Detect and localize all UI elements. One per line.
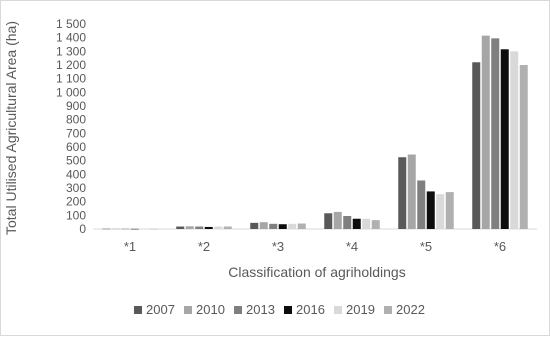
bar-2022-0 bbox=[149, 228, 158, 230]
y-tick-label: 1 000 bbox=[56, 85, 86, 99]
y-tick-label: 1 400 bbox=[56, 31, 86, 45]
bar-2013-5 bbox=[491, 38, 500, 229]
legend-swatch-2019 bbox=[334, 306, 342, 314]
y-tick-label: 500 bbox=[66, 154, 86, 168]
x-axis-title: Classification of agriholdings bbox=[228, 264, 405, 280]
x-tick-label: *2 bbox=[198, 239, 210, 254]
bar-2007-5 bbox=[472, 62, 481, 229]
y-tick-label: 800 bbox=[66, 113, 86, 127]
bar-2007-2 bbox=[250, 222, 259, 229]
x-tick-label: *5 bbox=[420, 239, 432, 254]
legend-swatch-2010 bbox=[184, 306, 192, 314]
legend-label: 2007 bbox=[146, 302, 175, 317]
bar-2016-4 bbox=[426, 191, 435, 229]
bar-2013-4 bbox=[417, 180, 426, 229]
bar-2016-1 bbox=[204, 226, 213, 229]
bar-2007-4 bbox=[398, 157, 407, 229]
y-tick-label: 100 bbox=[66, 208, 86, 222]
x-tick-label: *3 bbox=[272, 239, 284, 254]
bar-2007-1 bbox=[176, 226, 185, 229]
y-tick-label: 600 bbox=[66, 140, 86, 154]
x-tick-label: *4 bbox=[346, 239, 358, 254]
bar-2022-4 bbox=[445, 192, 454, 229]
legend-swatch-2007 bbox=[134, 306, 142, 314]
bar-2019-3 bbox=[362, 218, 371, 229]
bar-2010-2 bbox=[259, 222, 268, 229]
y-tick-label: 1 200 bbox=[56, 58, 86, 72]
bar-2013-1 bbox=[195, 226, 204, 229]
bar-2010-4 bbox=[407, 154, 416, 229]
bar-series bbox=[102, 35, 528, 230]
x-tick-label: *1 bbox=[124, 239, 136, 254]
y-tick-label: 1 100 bbox=[56, 72, 86, 86]
legend-label: 2010 bbox=[196, 302, 225, 317]
bar-2019-0 bbox=[140, 228, 149, 230]
legend: 2007 2010 2013 2016 2019 2022 bbox=[134, 302, 425, 317]
y-tick-label: 1 500 bbox=[56, 17, 86, 31]
bar-2022-1 bbox=[223, 226, 232, 229]
x-axis-ticks: *1 *2 *3 *4 *5 *6 bbox=[124, 239, 506, 254]
bar-2016-2 bbox=[278, 224, 287, 229]
y-tick-label: 400 bbox=[66, 167, 86, 181]
y-axis-title: Total Utilised Agricultural Area (ha) bbox=[3, 21, 19, 235]
bar-2019-4 bbox=[436, 194, 445, 229]
bar-2007-0 bbox=[102, 228, 111, 230]
bar-2022-5 bbox=[519, 65, 528, 229]
bar-2007-3 bbox=[324, 213, 333, 229]
legend-label: 2016 bbox=[296, 302, 325, 317]
bar-2019-1 bbox=[214, 226, 223, 229]
bar-2010-3 bbox=[333, 211, 342, 229]
bar-2013-2 bbox=[269, 223, 278, 229]
y-tick-label: 200 bbox=[66, 195, 86, 209]
bar-2010-5 bbox=[481, 35, 490, 230]
bar-2010-1 bbox=[185, 226, 194, 229]
bar-2016-0 bbox=[130, 228, 139, 230]
bar-2016-5 bbox=[500, 49, 509, 229]
bar-2022-3 bbox=[371, 220, 380, 229]
x-tick-label: *6 bbox=[494, 239, 506, 254]
y-tick-label: 0 bbox=[79, 222, 86, 236]
y-tick-label: 900 bbox=[66, 99, 86, 113]
legend-label: 2019 bbox=[346, 302, 375, 317]
legend-swatch-2016 bbox=[284, 306, 292, 314]
legend-swatch-2013 bbox=[234, 306, 242, 314]
legend-label: 2013 bbox=[246, 302, 275, 317]
legend-label: 2022 bbox=[396, 302, 425, 317]
bar-2013-0 bbox=[121, 228, 130, 230]
bar-2019-2 bbox=[288, 223, 297, 229]
legend-swatch-2022 bbox=[384, 306, 392, 314]
bar-2013-3 bbox=[343, 216, 352, 229]
bar-2016-3 bbox=[352, 218, 361, 229]
bar-2022-2 bbox=[297, 223, 306, 229]
bar-2010-0 bbox=[111, 228, 120, 230]
y-tick-label: 1 300 bbox=[56, 44, 86, 58]
y-tick-label: 700 bbox=[66, 126, 86, 140]
y-tick-label: 300 bbox=[66, 181, 86, 195]
bar-2019-5 bbox=[510, 51, 519, 229]
